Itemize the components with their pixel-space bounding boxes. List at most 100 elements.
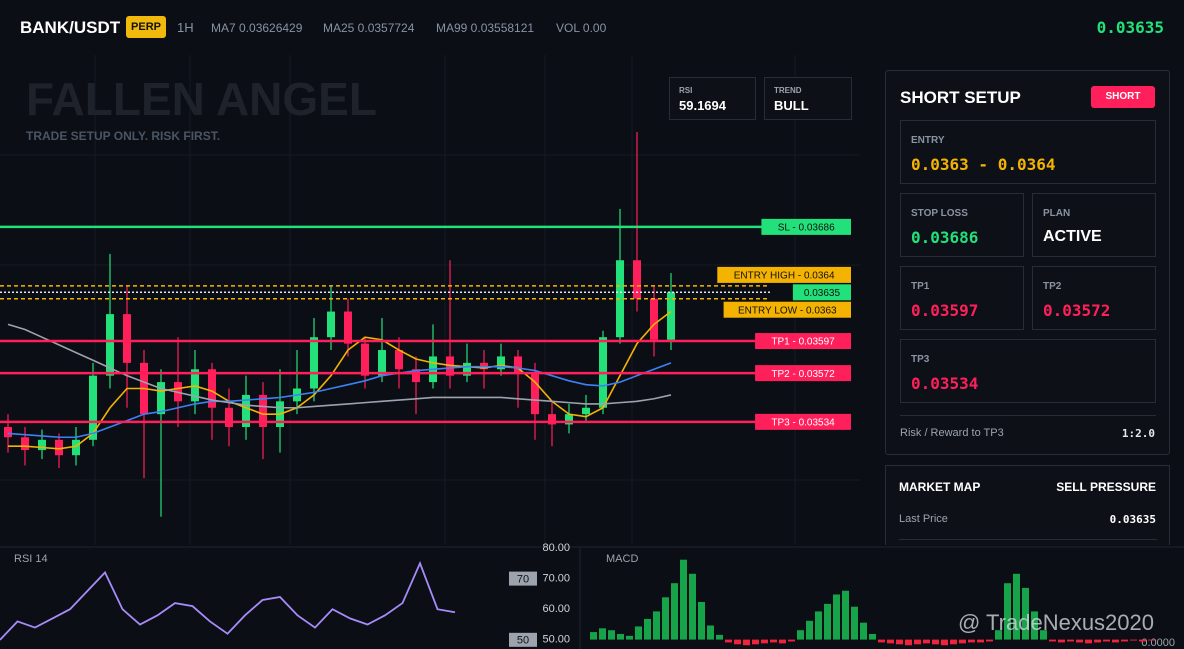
macd-bar <box>905 639 912 646</box>
card-label: TP3 <box>911 354 930 365</box>
candle-body <box>514 356 522 374</box>
macd-bar <box>1067 639 1074 642</box>
stat-card: RSI 59.1694 <box>669 77 756 120</box>
risk-label: Risk / Reward to TP3 <box>900 427 1004 439</box>
macd-bar <box>896 639 903 645</box>
candle-body <box>548 414 556 425</box>
candle-body <box>361 343 369 376</box>
watermark-handle: @ TradeNexus2020 <box>958 610 1154 635</box>
level-label: ENTRY HIGH - 0.0364 <box>734 271 835 282</box>
candle-body <box>565 414 573 425</box>
stat-value: BULL <box>774 98 809 113</box>
candle-body <box>208 369 216 408</box>
macd-bar <box>653 611 660 640</box>
risk-value: 1:2.0 <box>1121 427 1155 440</box>
rsi-level-label: 50 <box>517 635 529 647</box>
candle-body <box>497 356 505 370</box>
vol: VOL 0.00 <box>556 21 607 35</box>
macd-bar <box>1013 573 1020 640</box>
macd-bar <box>1148 639 1155 641</box>
level-label: TP3 - 0.03534 <box>771 417 835 428</box>
setup-card: TP3 0.03534 <box>900 339 1156 403</box>
card-value: 0.0363 - 0.0364 <box>911 155 1056 174</box>
macd-bar <box>1040 630 1047 640</box>
candle-body <box>344 311 352 344</box>
macd-bar <box>752 639 759 645</box>
stat-label: RSI <box>679 86 693 95</box>
rsi-level-box <box>509 632 537 647</box>
candle-body <box>310 337 318 389</box>
macd-bar <box>734 639 741 645</box>
interval[interactable]: 1H <box>177 20 194 35</box>
macd-bar <box>878 639 885 643</box>
macd-bar <box>1022 587 1029 640</box>
moving-average <box>7 323 672 409</box>
setup-panel: SHORT SETUP SHORT ENTRY 0.0363 - 0.0364 S… <box>885 70 1170 455</box>
candle-body <box>378 350 386 376</box>
macd-bar <box>824 603 831 640</box>
rsi-tick-label: 80.00 <box>542 542 570 554</box>
separator <box>899 539 1157 540</box>
card-value: 0.03534 <box>911 374 979 393</box>
chart-bg <box>0 55 870 545</box>
macd-zero-label: 0.0000 <box>1141 637 1175 649</box>
macd-bar <box>932 639 939 645</box>
macd-bar <box>1094 639 1101 643</box>
candle-body <box>582 407 590 415</box>
macd-bar <box>941 639 948 646</box>
grid <box>0 55 860 545</box>
macd-bar <box>608 630 615 640</box>
candle-body <box>463 362 471 376</box>
macd-bar <box>1076 639 1083 643</box>
macd-bar <box>986 639 993 642</box>
macd-bar <box>1031 611 1038 640</box>
macd-bar <box>1085 639 1092 644</box>
setup-card: PLAN ACTIVE <box>1032 193 1156 257</box>
rsi-title: RSI 14 <box>14 553 48 565</box>
macd-bar <box>662 597 669 640</box>
candle-body <box>89 375 97 440</box>
rsi-level-box <box>509 571 537 586</box>
level-tag <box>792 284 851 301</box>
macd-bar <box>716 634 723 640</box>
level-label: SL - 0.03686 <box>778 223 835 234</box>
macd-bar <box>959 639 966 644</box>
macd-bar <box>698 602 705 640</box>
candle-body <box>650 298 658 340</box>
macd-bar <box>626 635 633 640</box>
setup-card: TP2 0.03572 <box>1032 266 1156 330</box>
level-label: ENTRY LOW - 0.0363 <box>738 305 837 316</box>
setup-title: SHORT SETUP <box>900 88 1021 107</box>
macd-bar <box>1139 639 1146 642</box>
candle-body <box>395 350 403 370</box>
macd-bar <box>815 611 822 640</box>
macd-bar <box>788 639 795 642</box>
level-tag <box>755 413 851 430</box>
candle-body <box>106 314 114 376</box>
macd-bar <box>770 639 777 643</box>
price-chart: SL - 0.03686 ENTRY HIGH - 0.0364 0.03635 EN… <box>0 131 851 517</box>
macd-bar <box>860 622 867 640</box>
macd-bar <box>779 639 786 644</box>
candle-body <box>225 407 233 427</box>
last-price: 0.03635 <box>1096 18 1164 37</box>
macd-bar <box>833 594 840 640</box>
macd-bar <box>599 628 606 640</box>
market-status: SELL PRESSURE <box>1056 480 1156 494</box>
macd-bar <box>1121 639 1128 642</box>
candle-body <box>123 314 131 363</box>
setup-card: ENTRY 0.0363 - 0.0364 <box>900 120 1156 184</box>
card-label: ENTRY <box>911 135 945 146</box>
macd-bar <box>590 632 597 640</box>
rsi-level-label: 70 <box>517 574 529 586</box>
macd-bar <box>1049 639 1056 642</box>
stat-label: TREND <box>774 86 802 95</box>
rsi-tick-label: 60.00 <box>542 603 570 615</box>
candle-body <box>327 311 335 338</box>
level-tag <box>755 333 851 350</box>
macd-bar <box>1130 639 1137 641</box>
macd-bar <box>851 606 858 640</box>
candle-body <box>242 394 250 427</box>
